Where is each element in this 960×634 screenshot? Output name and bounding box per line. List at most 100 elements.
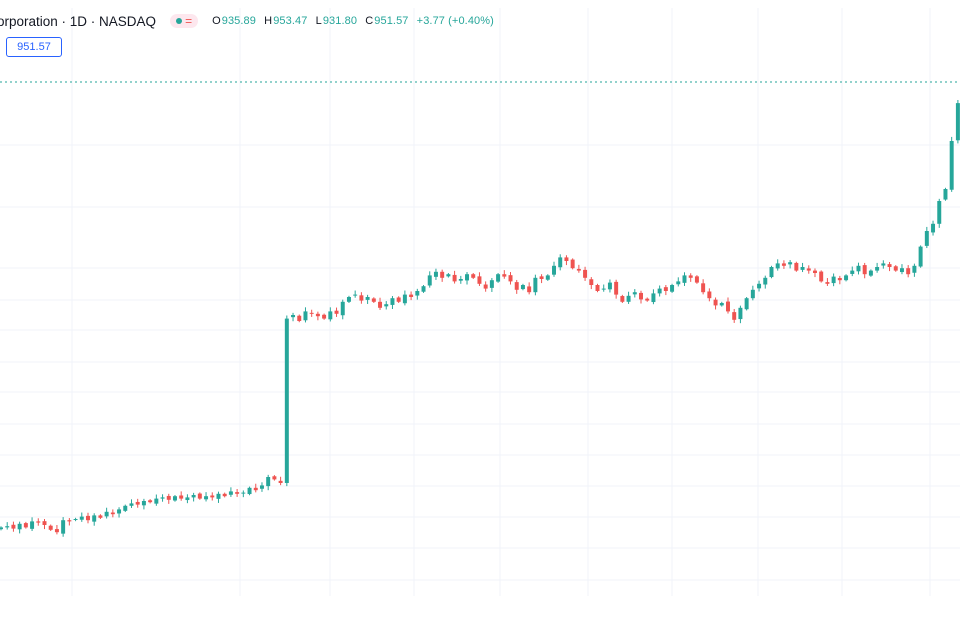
candle-up [384, 304, 389, 307]
candle-down [906, 268, 911, 275]
candle-up [79, 516, 84, 520]
candle-down [663, 287, 668, 291]
candle-up [632, 292, 637, 295]
candle-up [291, 315, 296, 318]
candle-up [601, 288, 606, 290]
candle-down [135, 501, 140, 505]
candle-down [694, 276, 699, 283]
candle-up [433, 271, 438, 277]
candle-up [676, 281, 681, 285]
candle-down [570, 259, 575, 269]
candle-down [98, 515, 103, 518]
candle-down [67, 520, 72, 522]
symbol-title[interactable]: orporation · 1D · NASDAQ [0, 13, 157, 29]
open-key: O [212, 15, 221, 27]
candle-up [458, 279, 463, 281]
candle-down [589, 279, 594, 285]
candle-up [868, 270, 873, 276]
close-value: 951.57 [374, 15, 409, 27]
candle-down [483, 284, 488, 289]
candle-down [781, 263, 786, 266]
candle-down [359, 295, 364, 301]
candle-down [794, 262, 799, 271]
candle-down [297, 315, 302, 321]
candle-up [427, 275, 432, 286]
candle-down [371, 298, 376, 302]
candle-up [912, 265, 917, 273]
candle-down [452, 274, 457, 282]
candle-up [626, 295, 631, 302]
candle-up [943, 189, 948, 200]
high-key: H [264, 15, 273, 27]
candle-up [129, 503, 134, 506]
ohlc-readout: O935.89 H953.47 L931.80 C951.57 +3.77 (+… [212, 15, 494, 27]
candle-up [104, 511, 109, 517]
candle-down [893, 266, 898, 271]
candle-down [732, 312, 737, 320]
candle-up [303, 311, 308, 321]
candle-up [844, 275, 849, 281]
candle-down [508, 275, 513, 282]
candle-down [148, 500, 153, 503]
candle-up [937, 201, 942, 224]
candle-down [583, 269, 588, 278]
candle-up [931, 223, 936, 233]
candle-down [222, 493, 227, 497]
candle-down [11, 524, 16, 529]
candle-up [750, 289, 755, 299]
candle-down [166, 495, 171, 500]
candle-down [564, 257, 569, 261]
candle-up [558, 257, 563, 268]
candle-up [533, 277, 538, 293]
candle-up [141, 501, 146, 506]
candle-up [123, 505, 128, 511]
candle-down [110, 512, 115, 515]
candle-down [235, 492, 240, 494]
candle-up [607, 282, 612, 290]
candle-down [639, 292, 643, 300]
candle-up [160, 497, 165, 499]
candle-up [545, 275, 550, 280]
candle-down [409, 294, 414, 297]
candle-up [402, 294, 407, 304]
candle-up [340, 301, 345, 316]
open-value: 935.89 [221, 15, 256, 27]
candle-up [191, 495, 196, 498]
candle-up [881, 263, 886, 266]
candle-down [272, 476, 277, 480]
candle-down [806, 268, 811, 271]
candle-down [576, 268, 581, 271]
status-indicators[interactable]: = [170, 14, 199, 28]
candle-up [30, 521, 35, 529]
candle-down [595, 285, 600, 291]
candle-up [763, 277, 768, 285]
candle-down [278, 480, 283, 483]
chart-legend: orporation · 1D · NASDAQ = O935.89 H953.… [0, 12, 494, 30]
candle-up [831, 276, 836, 284]
close-key: C [365, 15, 374, 27]
candle-down [514, 282, 519, 290]
candle-down [701, 283, 706, 293]
candle-up [328, 311, 333, 320]
candle-up [117, 509, 122, 514]
candle-up [670, 285, 675, 292]
candle-down [42, 521, 47, 525]
candle-up [949, 141, 954, 190]
candle-up [918, 246, 923, 267]
candle-down [48, 525, 53, 530]
candle-up [489, 280, 494, 288]
candle-up [738, 307, 743, 320]
candle-down [887, 264, 892, 267]
candle-down [396, 297, 401, 302]
candle-up [496, 274, 501, 282]
candle-down [315, 313, 320, 317]
candle-up [284, 318, 289, 483]
candle-up [154, 498, 159, 504]
candle-down [812, 270, 817, 273]
candle-down [477, 276, 482, 284]
current-price-pill[interactable]: 951.57 [6, 37, 62, 57]
candle-up [924, 231, 929, 246]
candle-down [645, 298, 650, 301]
candle-up [775, 263, 780, 269]
